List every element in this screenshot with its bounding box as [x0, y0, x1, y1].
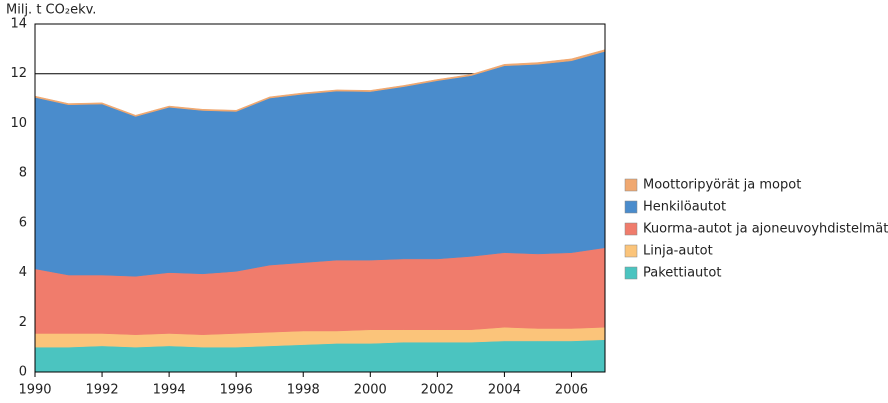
legend-label: Moottoripyörät ja mopot [643, 178, 801, 193]
y-tick-label: 10 [10, 116, 27, 131]
legend-label: Linja-autot [643, 244, 713, 259]
x-tick-label: 1992 [86, 383, 119, 398]
x-tick-label: 2002 [421, 383, 454, 398]
legend-swatch [624, 266, 638, 280]
x-tick-label: 1994 [153, 383, 186, 398]
legend-swatch [624, 200, 638, 214]
legend-label: Henkilöautot [643, 200, 726, 215]
y-tick-label: 0 [19, 365, 27, 380]
y-tick-label: 6 [19, 215, 27, 230]
legend-label: Pakettiautot [643, 266, 721, 281]
y-tick-label: 2 [19, 315, 27, 330]
legend-swatch [624, 244, 638, 258]
y-tick-label: 8 [19, 166, 27, 181]
legend-swatch [624, 178, 638, 192]
x-tick-label: 2004 [488, 383, 521, 398]
y-axis-label: Milj. t CO₂ekv. [6, 3, 96, 18]
x-tick-label: 2006 [555, 383, 588, 398]
y-tick-label: 4 [19, 265, 27, 280]
x-tick-label: 1996 [220, 383, 253, 398]
x-tick-label: 1990 [18, 383, 51, 398]
legend-swatch [624, 222, 638, 236]
y-tick-label: 14 [10, 17, 27, 32]
plot-frame [34, 23, 606, 373]
y-tick-label: 12 [10, 66, 27, 81]
x-tick-label: 2000 [354, 383, 387, 398]
x-tick-label: 1998 [287, 383, 320, 398]
area [34, 51, 606, 277]
legend-label: Kuorma-autot ja ajoneuvoyhdistelmät [643, 222, 888, 237]
